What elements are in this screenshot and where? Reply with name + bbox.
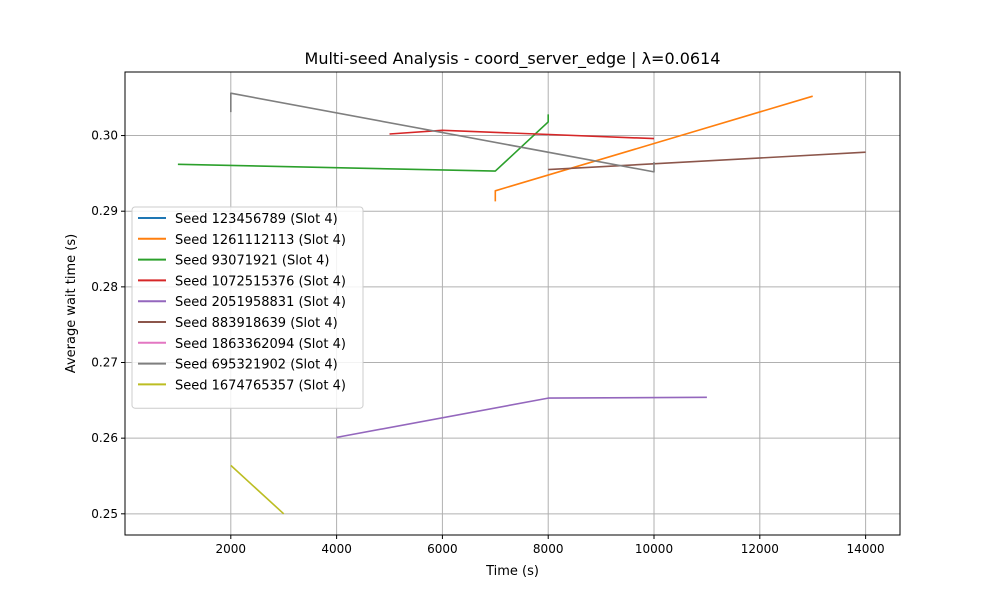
y-tick-label: 0.29: [91, 204, 118, 218]
legend-label: Seed 883918639 (Slot 4): [175, 316, 338, 331]
legend-label: Seed 1674765357 (Slot 4): [175, 378, 346, 393]
legend-label: Seed 1863362094 (Slot 4): [175, 337, 346, 352]
legend-box: [131, 206, 364, 409]
x-tick-label: 14000: [847, 542, 885, 556]
y-tick-label: 0.26: [91, 431, 118, 445]
x-tick-label: 4000: [321, 542, 352, 556]
legend-label: Seed 123456789 (Slot 4): [175, 212, 338, 227]
legend-label: Seed 93071921 (Slot 4): [175, 254, 329, 269]
y-tick-label: 0.25: [91, 507, 118, 521]
series-line: [548, 151, 866, 171]
legend: Seed 123456789 (Slot 4) Seed 1261112113 (…: [131, 206, 364, 409]
y-tick-label: 0.28: [91, 280, 118, 294]
series-line: [389, 129, 655, 140]
x-tick-label: 2000: [216, 542, 247, 556]
x-tick-label: 6000: [427, 542, 458, 556]
legend-label: Seed 695321902 (Slot 4): [175, 358, 338, 373]
plot-frame: [124, 71, 901, 536]
chart-title: Multi-seed Analysis - coord_server_edge …: [305, 49, 721, 69]
series-line: [494, 95, 813, 202]
axis-ticks: 2000 4000 6000 8000 10000 12000 14000 0.25 0.26 0…: [91, 129, 884, 556]
x-tick-label: 12000: [741, 542, 779, 556]
legend-label: Seed 2051958831 (Slot 4): [175, 295, 346, 310]
y-tick-label: 0.30: [91, 129, 118, 143]
y-axis-label: Average wait time (s): [64, 234, 79, 373]
x-tick-label: 10000: [635, 542, 673, 556]
series-lines: [177, 92, 866, 515]
y-tick-label: 0.27: [91, 356, 118, 370]
series-line: [230, 92, 655, 173]
series-line: [336, 396, 707, 439]
series-line: [230, 464, 285, 515]
legend-label: Seed 1261112113 (Slot 4): [175, 233, 346, 248]
x-tick-label: 8000: [533, 542, 564, 556]
x-axis-label: Time (s): [485, 564, 539, 579]
legend-label: Seed 1072515376 (Slot 4): [175, 274, 346, 289]
